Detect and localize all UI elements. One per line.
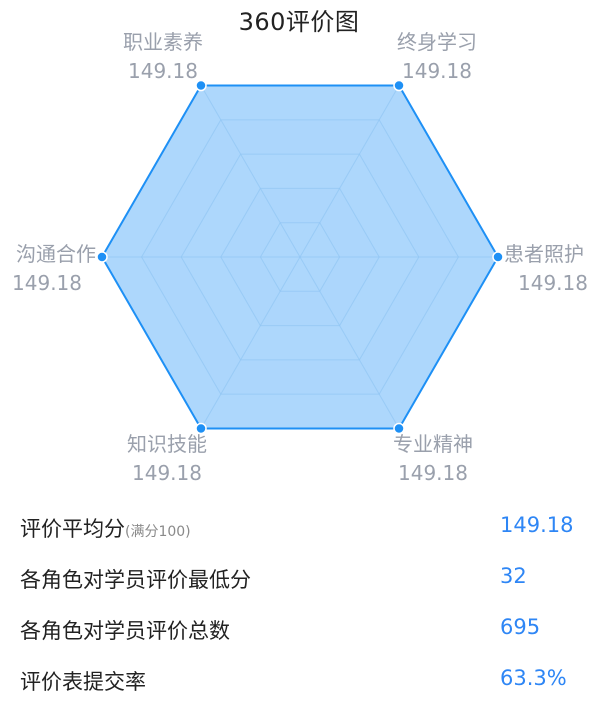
- stat-label-text: 评价表提交率: [20, 670, 146, 694]
- data-point: [96, 251, 108, 263]
- data-point: [195, 422, 207, 435]
- value-label: 149.18: [398, 461, 468, 485]
- value-label: 149.18: [402, 59, 472, 83]
- data-point: [492, 251, 504, 263]
- chart-title: 360评价图: [238, 8, 360, 36]
- value-label: 149.18: [132, 461, 202, 485]
- stat-label-text: 各角色对学员评价总数: [20, 619, 230, 643]
- stat-value: 32: [500, 564, 527, 588]
- indicator-label: 终身学习: [397, 30, 477, 54]
- indicator-label: 职业素养: [123, 30, 203, 54]
- data-point: [195, 79, 207, 92]
- stat-label: 各角色对学员评价总数: [20, 615, 230, 645]
- value-label: 149.18: [518, 271, 588, 295]
- stats-list: 评价平均分(满分100) 149.18 各角色对学员评价最低分 32 各角色对学…: [0, 505, 598, 709]
- stat-label: 评价平均分(满分100): [20, 513, 191, 543]
- radar-chart: 终身学习 149.18 患者照护 149.18 专业精神 149.18 知识技能 149.18…: [12, 30, 588, 485]
- stat-value: 695: [500, 615, 541, 639]
- stat-label: 评价表提交率: [20, 666, 146, 696]
- axis-line-overlay: [299, 85, 400, 258]
- data-point: [393, 422, 405, 435]
- stat-row-average: 评价平均分(满分100) 149.18: [0, 505, 598, 556]
- value-label: 149.18: [128, 59, 198, 83]
- stat-row-total: 各角色对学员评价总数 695: [0, 607, 598, 658]
- axis-line-overlay: [299, 256, 400, 429]
- indicator-label: 沟通合作: [16, 242, 96, 266]
- axis-line-overlay: [200, 85, 301, 258]
- data-point: [393, 79, 405, 92]
- stat-label: 各角色对学员评价最低分: [20, 564, 251, 594]
- indicator-label: 知识技能: [127, 432, 207, 456]
- indicator-label: 专业精神: [393, 432, 473, 456]
- stat-row-submission-rate: 评价表提交率 63.3%: [0, 658, 598, 709]
- stat-note: (满分100): [125, 524, 191, 540]
- indicator-label: 患者照护: [504, 242, 584, 266]
- stat-row-min-score: 各角色对学员评价最低分 32: [0, 556, 598, 607]
- axis-line-overlay: [200, 256, 301, 429]
- stat-value: 63.3%: [500, 666, 567, 690]
- stat-value: 149.18: [500, 513, 574, 537]
- value-label: 149.18: [12, 271, 82, 295]
- stat-label-text: 评价平均分: [20, 517, 125, 541]
- stat-label-text: 各角色对学员评价最低分: [20, 568, 251, 592]
